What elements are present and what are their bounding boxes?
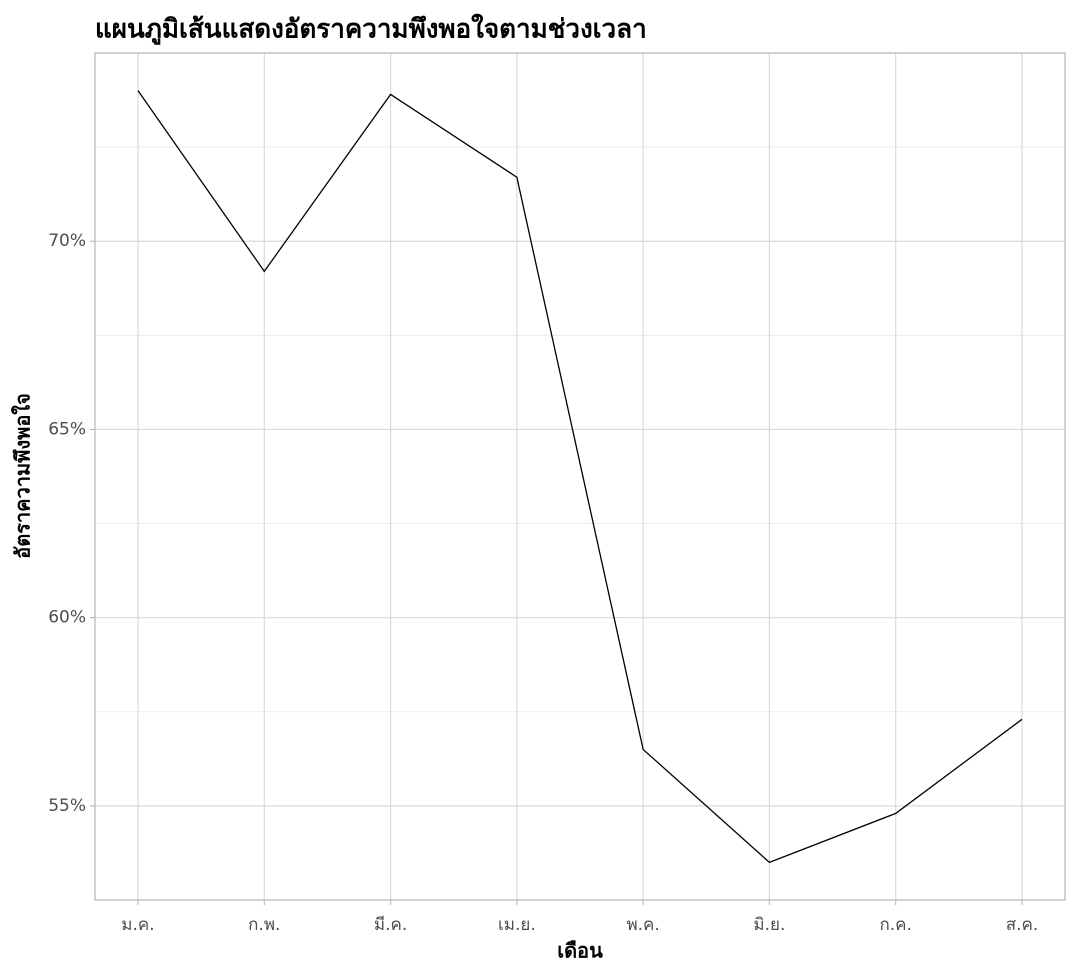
panel-border [94, 52, 1066, 901]
chart-title: แผนภูมิเส้นแสดงอัตราความพึงพอใจตามช่วงเว… [95, 14, 647, 46]
y-tick-label: 70% [48, 231, 86, 251]
y-tick-label: 65% [48, 419, 86, 439]
x-tick-label: ม.ค. [121, 915, 154, 935]
x-tick-label: เม.ย. [498, 915, 536, 935]
y-axis-title: อัตราความพึงพอใจ [11, 393, 35, 559]
line [137, 90, 1023, 864]
y-tick-label: 60% [48, 608, 86, 628]
x-tick-label: ก.พ. [248, 915, 280, 935]
x-tick-label: มี.ค. [374, 915, 407, 935]
x-axis-title: เดือน [557, 939, 603, 963]
x-tick-label: มิ.ย. [753, 915, 785, 935]
y-tick-label: 55% [48, 796, 86, 816]
x-tick-label: ส.ค. [1006, 915, 1039, 935]
x-tick-label: ก.ค. [879, 915, 911, 935]
x-tick-label: พ.ค. [626, 915, 659, 935]
